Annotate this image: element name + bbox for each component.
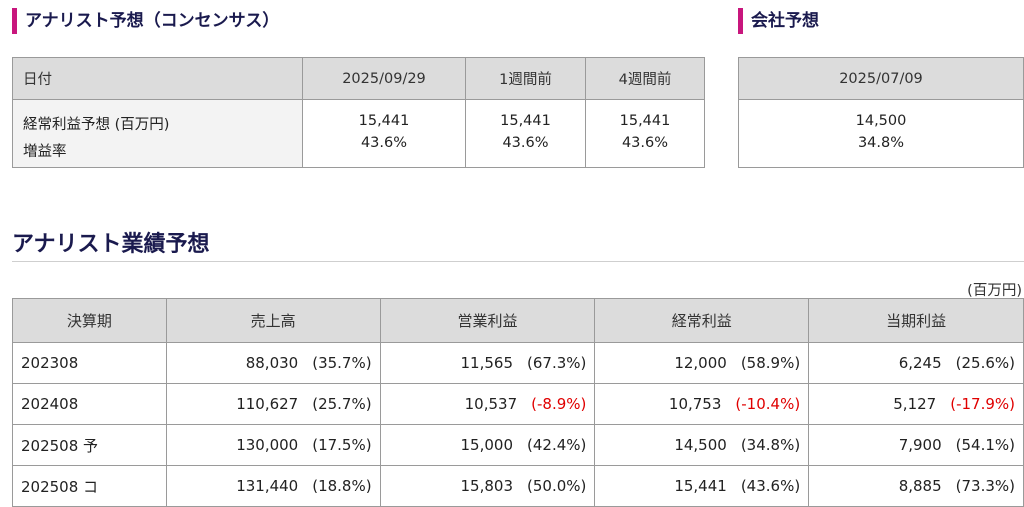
- sales-value: 131,440: [236, 477, 299, 495]
- operating-profit-cell: 15,803 (50.0%): [379, 465, 596, 507]
- company-forecast-table: 2025/07/09 14,500 34.8%: [738, 57, 1024, 168]
- unit-label: (百万円): [967, 283, 1022, 299]
- net-profit-change: (54.1%): [955, 436, 1015, 454]
- net-profit-cell: 7,900 (54.1%): [808, 424, 1024, 466]
- operating-profit-change: (67.3%): [527, 354, 587, 372]
- performance-table: 決算期 売上高 営業利益 経常利益 当期利益 202308 88,030 (35.7…: [12, 298, 1024, 507]
- sales-change: (35.7%): [312, 354, 372, 372]
- ordinary-profit-change: (43.6%): [740, 477, 801, 495]
- performance-title: アナリスト業績予想: [12, 232, 210, 257]
- period-cell: 202408: [12, 383, 167, 425]
- operating-profit-change: (50.0%): [527, 477, 587, 495]
- company-forecast-rate: 34.8%: [857, 135, 905, 151]
- header-sales: 売上高: [165, 298, 381, 343]
- sales-change: (18.8%): [312, 477, 372, 495]
- company-forecast-title: 会社予想: [738, 8, 819, 34]
- sales-value: 110,627: [236, 395, 299, 413]
- period-cell: 202508 予: [12, 424, 167, 466]
- company-forecast-date: 2025/07/09: [738, 57, 1024, 100]
- ordinary-profit-change: (-10.4%): [735, 395, 801, 413]
- ordinary-profit-change: (34.8%): [740, 436, 801, 454]
- consensus-value: 15,441: [619, 113, 671, 129]
- net-profit-change: (25.6%): [955, 354, 1015, 372]
- sales-cell: 88,030 (35.7%): [165, 342, 381, 384]
- operating-profit-value: 10,537: [464, 395, 518, 413]
- row-label-cell: 経常利益予想 (百万円) 増益率: [12, 99, 303, 168]
- growth-rate-label: 増益率: [23, 144, 67, 160]
- consensus-rate: 43.6%: [621, 135, 669, 151]
- company-forecast-cell: 14,500 34.8%: [738, 99, 1024, 168]
- header-4week: 4週間前: [585, 57, 705, 100]
- ordinary-profit-value: 12,000: [674, 354, 727, 372]
- company-forecast-value: 14,500: [855, 113, 907, 129]
- operating-profit-change: (-8.9%): [531, 395, 587, 413]
- table-row: 202408 110,627 (25.7%) 10,537 (-8.9%) 10,753 (…: [12, 383, 1024, 425]
- consensus-value: 15,441: [358, 113, 410, 129]
- header-period: 決算期: [12, 298, 167, 343]
- consensus-4week-cell: 15,441 43.6%: [585, 99, 705, 168]
- sales-cell: 130,000 (17.5%): [165, 424, 381, 466]
- header-date: 日付: [12, 57, 303, 100]
- net-profit-value: 7,900: [898, 436, 942, 454]
- consensus-1week-cell: 15,441 43.6%: [465, 99, 586, 168]
- sales-value: 88,030: [245, 354, 299, 372]
- operating-profit-cell: 15,000 (42.4%): [379, 424, 596, 466]
- ordinary-profit-value: 14,500: [674, 436, 727, 454]
- ordinary-profit-value: 10,753: [668, 395, 722, 413]
- sales-change: (17.5%): [312, 436, 372, 454]
- sales-change: (25.7%): [312, 395, 372, 413]
- ordinary-profit-value: 15,441: [674, 477, 727, 495]
- net-profit-change: (-17.9%): [950, 395, 1015, 413]
- period-cell: 202508 コ: [12, 465, 167, 507]
- table-row: 202508 コ 131,440 (18.8%) 15,803 (50.0%) 15,44…: [12, 465, 1024, 507]
- consensus-rate: 43.6%: [502, 135, 549, 151]
- consensus-rate: 43.6%: [360, 135, 408, 151]
- consensus-value: 15,441: [500, 113, 551, 129]
- consensus-current-cell: 15,441 43.6%: [302, 99, 466, 168]
- ordinary-profit-cell: 10,753 (-10.4%): [594, 383, 810, 425]
- net-profit-value: 5,127: [893, 395, 937, 413]
- ordinary-profit-cell: 14,500 (34.8%): [594, 424, 810, 466]
- net-profit-change: (73.3%): [955, 477, 1015, 495]
- consensus-table: 日付 2025/09/29 1週間前 4週間前 経常利益予想 (百万円) 増益率…: [12, 57, 705, 168]
- sales-cell: 110,627 (25.7%): [165, 383, 381, 425]
- title-divider: [12, 261, 1024, 262]
- table-row: 202508 予 130,000 (17.5%) 15,000 (42.4%) 14,50…: [12, 424, 1024, 466]
- net-profit-cell: 5,127 (-17.9%): [808, 383, 1024, 425]
- operating-profit-value: 15,000: [460, 436, 514, 454]
- consensus-title: アナリスト予想（コンセンサス）: [12, 8, 279, 34]
- table-row: 202308 88,030 (35.7%) 11,565 (67.3%) 12,000 (5…: [12, 342, 1024, 384]
- ordinary-profit-label: 経常利益予想 (百万円): [23, 117, 170, 133]
- net-profit-cell: 8,885 (73.3%): [808, 465, 1024, 507]
- net-profit-cell: 6,245 (25.6%): [808, 342, 1024, 384]
- operating-profit-cell: 10,537 (-8.9%): [379, 383, 596, 425]
- ordinary-profit-cell: 15,441 (43.6%): [594, 465, 810, 507]
- header-1week: 1週間前: [465, 57, 586, 100]
- operating-profit-value: 15,803: [460, 477, 514, 495]
- header-operating-profit: 営業利益: [379, 298, 596, 343]
- header-net-profit: 当期利益: [808, 298, 1024, 343]
- period-cell: 202308: [12, 342, 167, 384]
- net-profit-value: 6,245: [898, 354, 942, 372]
- sales-value: 130,000: [236, 436, 299, 454]
- operating-profit-change: (42.4%): [527, 436, 587, 454]
- net-profit-value: 8,885: [898, 477, 942, 495]
- operating-profit-cell: 11,565 (67.3%): [379, 342, 596, 384]
- ordinary-profit-cell: 12,000 (58.9%): [594, 342, 810, 384]
- header-ordinary-profit: 経常利益: [594, 298, 810, 343]
- operating-profit-value: 11,565: [460, 354, 514, 372]
- header-current: 2025/09/29: [302, 57, 466, 100]
- sales-cell: 131,440 (18.8%): [165, 465, 381, 507]
- ordinary-profit-change: (58.9%): [740, 354, 801, 372]
